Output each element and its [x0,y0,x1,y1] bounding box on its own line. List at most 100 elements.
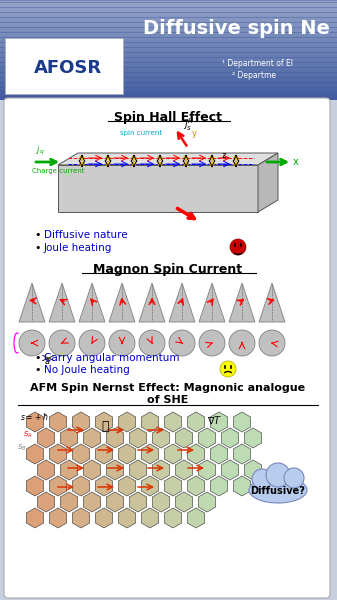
Bar [0,84,337,86]
Text: y: y [192,128,197,137]
Bar [0,43,337,45]
Polygon shape [141,508,159,528]
Bar [0,88,337,90]
Polygon shape [83,492,101,512]
Polygon shape [210,476,228,496]
FancyBboxPatch shape [4,98,330,598]
Text: $s=+\hbar$: $s=+\hbar$ [20,410,49,421]
Polygon shape [95,508,113,528]
Text: a: a [44,357,50,366]
Bar [0,66,337,68]
Polygon shape [37,492,55,512]
Bar [0,36,337,38]
Polygon shape [26,412,44,432]
Polygon shape [58,153,278,165]
Circle shape [19,330,45,356]
Polygon shape [187,476,205,496]
Bar [0,81,337,83]
Polygon shape [49,444,67,464]
Circle shape [132,162,136,166]
Bar [0,59,337,61]
Circle shape [158,162,162,166]
Bar [0,29,337,31]
Bar [0,20,337,22]
Bar [0,49,337,51]
Text: 👍: 👍 [101,421,109,433]
Bar [0,97,337,100]
Bar [0,70,337,72]
Bar [0,39,337,41]
Text: ² Departme: ² Departme [232,70,276,79]
Text: $S_B$: $S_B$ [17,443,27,453]
Circle shape [139,330,165,356]
Bar [0,65,337,67]
Polygon shape [175,428,193,448]
Bar [0,51,337,53]
Bar [0,73,337,75]
Bar [0,56,337,58]
Bar [0,9,337,11]
Bar [0,86,337,88]
Text: $j_q$: $j_q$ [36,144,44,157]
Circle shape [229,330,255,356]
Bar [0,47,337,50]
Polygon shape [26,476,44,496]
Circle shape [210,156,214,160]
Text: $S_A$: $S_A$ [23,430,33,440]
Text: •: • [35,243,41,253]
Bar [0,82,337,85]
Polygon shape [49,508,67,528]
Circle shape [106,162,110,166]
Text: Joule heating: Joule heating [44,243,112,253]
Bar [0,61,337,64]
Polygon shape [187,444,205,464]
Polygon shape [164,508,182,528]
Bar [0,60,337,62]
Bar [0,41,337,43]
Bar [0,37,337,40]
Polygon shape [164,412,182,432]
Polygon shape [233,412,251,432]
Bar [0,85,337,87]
Text: •: • [35,365,41,375]
Bar [0,90,337,92]
Bar [0,50,337,52]
Polygon shape [95,412,113,432]
Bar [0,79,337,81]
Bar [0,28,337,30]
Polygon shape [118,412,136,432]
Polygon shape [187,412,205,432]
Polygon shape [129,428,147,448]
Bar [0,1,337,4]
Bar [0,30,337,32]
Text: No Joule heating: No Joule heating [44,365,130,375]
Circle shape [79,330,105,356]
Polygon shape [229,283,255,322]
Polygon shape [109,283,135,322]
Circle shape [106,156,110,160]
Bar [0,40,337,42]
Bar [0,10,337,12]
Text: •: • [35,353,41,363]
Polygon shape [259,283,285,322]
Bar [0,25,337,27]
FancyBboxPatch shape [5,38,123,94]
Bar [0,13,337,15]
Circle shape [230,239,246,255]
Text: Carry angular momentum: Carry angular momentum [44,353,180,363]
Polygon shape [221,428,239,448]
Bar [0,71,337,73]
Bar [0,4,337,6]
Polygon shape [164,476,182,496]
Bar [0,0,337,2]
Bar [0,44,337,46]
Polygon shape [72,444,90,464]
Polygon shape [258,153,278,212]
Polygon shape [60,492,78,512]
Bar [0,14,337,16]
Bar [0,99,337,101]
Bar [0,45,337,47]
Polygon shape [129,492,147,512]
Bar [0,52,337,55]
Text: Charge current: Charge current [32,168,85,174]
